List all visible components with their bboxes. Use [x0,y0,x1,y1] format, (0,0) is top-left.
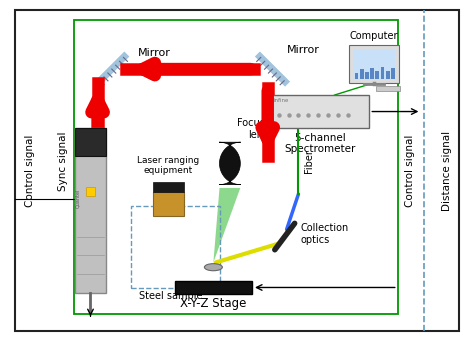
Bar [365,72,369,79]
Text: 5-channel
Spectrometer: 5-channel Spectrometer [284,133,356,154]
Bar [74,19,398,314]
Polygon shape [219,142,241,184]
Bar [376,86,400,91]
Bar [391,68,395,79]
Bar [355,73,358,79]
Bar [154,182,183,192]
Text: infine: infine [274,98,289,103]
Text: Computer: Computer [350,31,398,41]
Bar [375,71,379,79]
Polygon shape [213,188,240,263]
Text: Laser ranging
equipment: Laser ranging equipment [137,156,200,175]
Bar [386,71,390,79]
Bar [360,69,364,79]
Bar [154,192,183,216]
Text: Fiber: Fiber [304,149,314,173]
Bar [131,206,220,288]
Bar [75,128,106,293]
Bar [353,49,395,80]
Bar [370,68,374,79]
Bar [174,281,252,294]
Bar [75,128,106,157]
Bar [349,45,399,83]
Text: Mirror: Mirror [287,45,319,55]
Bar [86,187,95,196]
Bar [381,66,384,79]
Text: Sync signal: Sync signal [58,131,68,191]
Text: Steel sample: Steel sample [139,291,202,301]
Text: Mirror: Mirror [138,48,171,58]
Text: Control signal: Control signal [25,134,35,207]
Text: X-Y-Z Stage: X-Y-Z Stage [180,297,246,310]
Text: Collection
optics: Collection optics [301,223,349,245]
Text: Quantel: Quantel [75,189,80,208]
Text: Focusing
lens: Focusing lens [237,118,280,140]
Text: Distance signal: Distance signal [442,131,452,210]
Ellipse shape [204,264,222,271]
Text: Control signal: Control signal [404,134,414,207]
Bar [270,95,369,128]
